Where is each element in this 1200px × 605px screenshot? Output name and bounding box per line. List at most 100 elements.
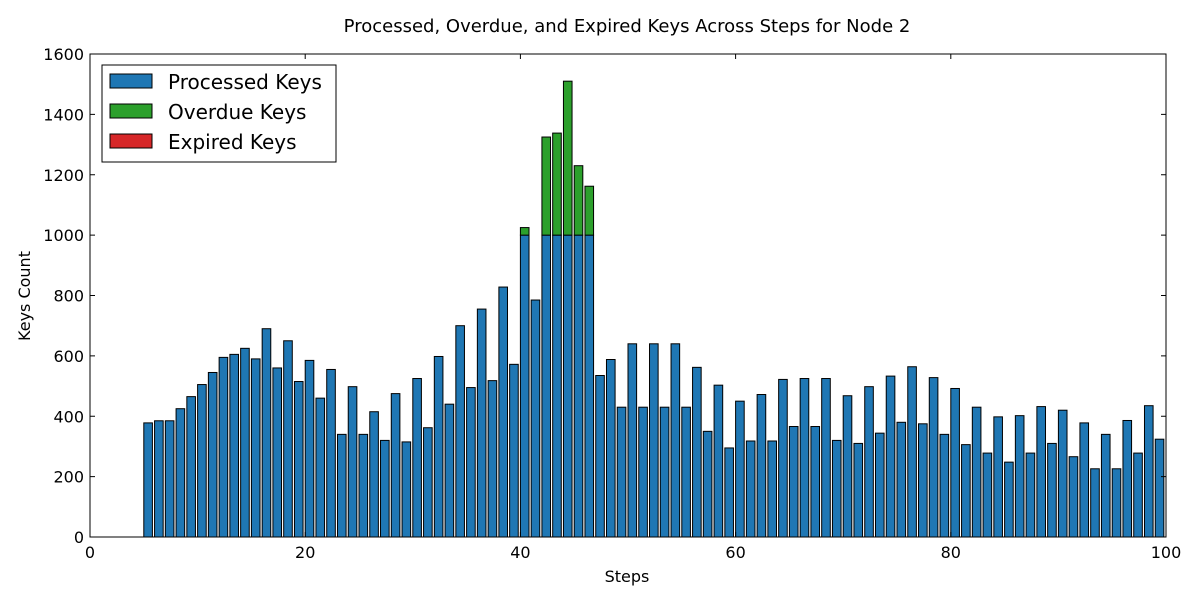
y-tick-label: 600 <box>53 347 84 366</box>
bar-processed-keys-step-42 <box>541 234 552 538</box>
legend-swatch-overdue-keys <box>109 103 153 119</box>
bar-processed-keys-step-98 <box>1143 405 1154 538</box>
bar-processed-keys-step-31 <box>423 427 433 538</box>
bar-processed-keys-step-51 <box>638 406 648 538</box>
bar-processed-keys-step-59 <box>724 447 734 538</box>
bar-processed-keys-step-20 <box>304 359 315 538</box>
bar-processed-keys-step-61 <box>745 440 756 538</box>
x-axis-label: Steps <box>605 567 650 586</box>
x-tick-label: 0 <box>85 543 95 562</box>
bar-processed-keys-step-47 <box>595 375 605 538</box>
y-tick-label: 800 <box>53 287 84 306</box>
bar-processed-keys-step-7 <box>164 420 175 538</box>
bar-processed-keys-step-91 <box>1068 456 1079 538</box>
y-tick-label: 400 <box>53 407 84 426</box>
bar-processed-keys-step-45 <box>573 234 584 538</box>
bar-processed-keys-step-68 <box>821 378 831 538</box>
bar-processed-keys-step-14 <box>240 347 250 538</box>
bar-processed-keys-step-85 <box>1004 461 1014 538</box>
bar-processed-keys-step-9 <box>186 396 196 538</box>
bar-processed-keys-step-72 <box>864 386 874 538</box>
x-tick-label: 80 <box>941 543 961 562</box>
bar-processed-keys-step-5 <box>143 422 153 538</box>
bar-processed-keys-step-29 <box>401 441 412 538</box>
bar-processed-keys-step-77 <box>918 423 928 538</box>
bar-processed-keys-step-46 <box>584 234 595 538</box>
y-tick-label: 1600 <box>43 45 84 64</box>
x-tick-label: 60 <box>725 543 745 562</box>
bar-overdue-keys-step-46 <box>584 185 595 236</box>
bar-processed-keys-step-6 <box>154 420 164 538</box>
bar-processed-keys-step-94 <box>1100 433 1111 538</box>
axes-group: 0 20 40 60 80 1000200400600800100012001400160… <box>43 45 1181 562</box>
bar-processed-keys-step-96 <box>1122 419 1133 538</box>
x-tick-label: 100 <box>1151 543 1182 562</box>
bar-processed-keys-step-44 <box>562 234 573 538</box>
bar-processed-keys-step-40 <box>519 234 530 538</box>
bar-processed-keys-step-28 <box>390 393 401 538</box>
bar-processed-keys-step-17 <box>272 367 283 538</box>
bar-processed-keys-step-90 <box>1057 409 1068 538</box>
bar-processed-keys-step-56 <box>692 366 702 538</box>
bar-processed-keys-step-87 <box>1025 452 1036 538</box>
bar-processed-keys-step-11 <box>207 371 218 538</box>
bar-processed-keys-step-18 <box>283 340 293 538</box>
bar-processed-keys-step-13 <box>229 353 239 538</box>
bar-processed-keys-step-53 <box>659 406 670 538</box>
bar-processed-keys-step-86 <box>1014 415 1025 538</box>
bar-processed-keys-step-93 <box>1090 468 1100 538</box>
x-tick-label: 20 <box>295 543 315 562</box>
bar-processed-keys-step-97 <box>1133 452 1143 538</box>
chart-title: Processed, Overdue, and Expired Keys Acr… <box>344 16 911 37</box>
bar-processed-keys-step-58 <box>713 384 724 538</box>
bar-processed-keys-step-62 <box>756 394 767 538</box>
bar-processed-keys-step-23 <box>336 433 347 538</box>
bar-processed-keys-step-63 <box>767 440 777 538</box>
bar-processed-keys-step-81 <box>961 444 971 538</box>
bar-processed-keys-step-41 <box>530 299 541 538</box>
bar-processed-keys-step-38 <box>498 286 508 538</box>
bar-processed-keys-step-33 <box>444 403 455 538</box>
bar-processed-keys-step-89 <box>1047 442 1057 538</box>
bar-processed-keys-step-43 <box>552 234 562 538</box>
bar-overdue-keys-step-40 <box>519 227 530 236</box>
bar-processed-keys-step-74 <box>885 375 896 538</box>
bar-processed-keys-step-52 <box>649 343 659 538</box>
bar-processed-keys-step-24 <box>347 386 358 538</box>
y-tick-label: 0 <box>74 528 84 547</box>
bar-processed-keys-step-88 <box>1036 406 1046 538</box>
y-tick-label: 1400 <box>43 105 84 124</box>
bar-overdue-keys-step-43 <box>552 132 562 236</box>
bar-processed-keys-step-25 <box>358 433 369 538</box>
bar-overdue-keys-step-42 <box>541 136 552 236</box>
bar-processed-keys-step-49 <box>616 406 627 538</box>
legend-swatch-expired-keys <box>109 133 153 149</box>
bar-processed-keys-step-55 <box>681 406 691 538</box>
bar-processed-keys-step-78 <box>928 377 939 538</box>
bar-processed-keys-step-99 <box>1154 438 1165 538</box>
legend: Processed Keys Overdue Keys Expired Keys <box>101 64 337 163</box>
bar-processed-keys-step-19 <box>293 381 304 538</box>
bar-processed-keys-step-92 <box>1079 422 1090 538</box>
bar-processed-keys-step-50 <box>627 343 638 538</box>
bar-processed-keys-step-60 <box>735 400 745 538</box>
bar-processed-keys-step-8 <box>175 408 186 538</box>
y-tick-label: 200 <box>53 468 84 487</box>
legend-label-expired-keys: Expired Keys <box>168 130 297 154</box>
bar-processed-keys-step-71 <box>853 442 864 538</box>
bar-processed-keys-step-64 <box>778 378 788 538</box>
bar-processed-keys-step-80 <box>950 387 960 538</box>
bar-processed-keys-step-10 <box>197 384 207 538</box>
bar-processed-keys-step-35 <box>466 387 476 538</box>
bar-processed-keys-step-39 <box>509 363 519 538</box>
x-tick-label: 40 <box>510 543 530 562</box>
bar-processed-keys-step-82 <box>971 406 982 538</box>
bar-processed-keys-step-67 <box>810 426 821 538</box>
bar-overdue-keys-step-45 <box>573 165 584 236</box>
y-axis-label: Keys Count <box>15 251 34 341</box>
bar-processed-keys-step-66 <box>799 378 810 538</box>
bar-processed-keys-step-76 <box>907 366 917 538</box>
bar-processed-keys-step-95 <box>1111 468 1122 538</box>
